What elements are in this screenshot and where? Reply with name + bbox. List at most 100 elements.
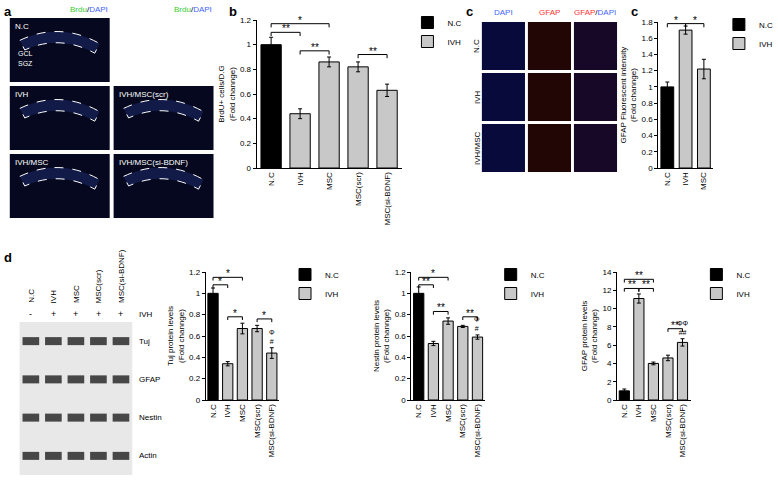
svg-text:N.C: N.C xyxy=(472,39,481,53)
svg-text:GCL: GCL xyxy=(18,50,33,57)
svg-text:Actin: Actin xyxy=(139,451,157,460)
svg-text:MSC: MSC xyxy=(325,172,334,190)
svg-text:c: c xyxy=(631,4,638,19)
svg-text:IVH: IVH xyxy=(681,172,690,186)
svg-text:BrdU+ cells/D.G(Fold channge): BrdU+ cells/D.G(Fold channge) xyxy=(217,65,236,123)
svg-text:+: + xyxy=(96,309,101,319)
svg-text:ΦΦ##: ΦΦ## xyxy=(677,320,689,336)
svg-text:N.C: N.C xyxy=(620,404,629,418)
svg-text:6: 6 xyxy=(607,341,612,350)
svg-text:IVH/MSC(si-BDNF): IVH/MSC(si-BDNF) xyxy=(119,158,188,167)
svg-text:N.C: N.C xyxy=(15,22,29,31)
svg-text:GFAP Fluorescent intensity(Fol: GFAP Fluorescent intensity(Fold channge) xyxy=(619,47,638,144)
svg-text:**: ** xyxy=(671,320,679,331)
svg-text:0: 0 xyxy=(196,396,201,405)
svg-text:GFAP protein levels(Fold chann: GFAP protein levels(Fold channge) xyxy=(580,301,599,372)
svg-text:Brdu/DAPI: Brdu/DAPI xyxy=(174,5,212,14)
svg-text:0.6: 0.6 xyxy=(395,332,407,341)
svg-text:0.8: 0.8 xyxy=(240,65,252,74)
svg-text:MSC(si-BDNF): MSC(si-BDNF) xyxy=(383,172,392,226)
svg-text:0.2: 0.2 xyxy=(395,374,407,383)
svg-text:MSC(scr): MSC(scr) xyxy=(458,404,467,438)
svg-text:0.2: 0.2 xyxy=(189,374,201,383)
svg-text:MSC: MSC xyxy=(699,172,708,190)
svg-text:N.C: N.C xyxy=(759,21,773,30)
svg-text:**: ** xyxy=(635,270,643,281)
svg-text:GFAP: GFAP xyxy=(539,8,560,17)
svg-text:N.C: N.C xyxy=(531,271,545,280)
svg-text:Nestin protein levels(Fold cha: Nestin protein levels(Fold channge) xyxy=(372,300,391,372)
svg-text:N.C: N.C xyxy=(27,289,36,303)
svg-text:**: ** xyxy=(282,23,290,34)
svg-text:0.8: 0.8 xyxy=(395,310,407,319)
svg-text:N.C: N.C xyxy=(414,404,423,418)
svg-text:Tuj: Tuj xyxy=(139,337,150,346)
svg-text:Brdu/DAPI: Brdu/DAPI xyxy=(70,5,108,14)
svg-text:SGZ: SGZ xyxy=(18,60,33,67)
svg-text:**: ** xyxy=(311,42,319,53)
svg-text:**: ** xyxy=(437,302,445,313)
svg-text:IVH: IVH xyxy=(296,172,305,186)
svg-text:0.6: 0.6 xyxy=(240,90,252,99)
svg-text:0.2: 0.2 xyxy=(641,148,653,157)
svg-text:0.6: 0.6 xyxy=(189,332,201,341)
svg-text:MSC(si-BDNF): MSC(si-BDNF) xyxy=(117,249,126,303)
svg-text:1.8: 1.8 xyxy=(641,18,653,27)
svg-text:*: * xyxy=(233,308,237,319)
svg-text:0: 0 xyxy=(607,396,612,405)
svg-text:N.C: N.C xyxy=(447,19,461,28)
svg-text:**: ** xyxy=(642,279,650,290)
svg-text:0: 0 xyxy=(247,164,252,173)
svg-text:IVH: IVH xyxy=(325,290,339,299)
svg-text:IVH: IVH xyxy=(447,38,461,47)
svg-text:N.C: N.C xyxy=(663,172,672,186)
svg-text:1.2: 1.2 xyxy=(189,268,201,277)
svg-text:*: * xyxy=(226,268,230,279)
svg-text:IVH: IVH xyxy=(531,290,545,299)
svg-text:**: ** xyxy=(628,279,636,290)
svg-text:IVH: IVH xyxy=(429,404,438,418)
svg-text:0.8: 0.8 xyxy=(641,99,653,108)
svg-text:1.2: 1.2 xyxy=(395,268,407,277)
svg-text:IVH: IVH xyxy=(759,40,773,49)
svg-text:IVH/MSC(scr): IVH/MSC(scr) xyxy=(119,90,169,99)
svg-text:DAPI: DAPI xyxy=(494,8,513,17)
svg-text:4: 4 xyxy=(607,359,612,368)
svg-text:0.6: 0.6 xyxy=(641,115,653,124)
svg-text:*: * xyxy=(262,310,266,321)
svg-text:IVH: IVH xyxy=(223,404,232,418)
svg-text:0.4: 0.4 xyxy=(395,353,407,362)
svg-text:0.8: 0.8 xyxy=(189,310,201,319)
svg-text:d: d xyxy=(4,250,12,265)
svg-text:0: 0 xyxy=(401,396,406,405)
svg-text:+: + xyxy=(118,309,123,319)
svg-text:14: 14 xyxy=(603,268,612,277)
svg-text:8: 8 xyxy=(607,323,612,332)
svg-text:1.2: 1.2 xyxy=(641,66,653,75)
svg-text:0.4: 0.4 xyxy=(641,131,653,140)
svg-text:MSC: MSC xyxy=(649,404,658,422)
svg-text:1.6: 1.6 xyxy=(641,34,653,43)
svg-text:a: a xyxy=(4,4,12,19)
svg-text:1.4: 1.4 xyxy=(641,50,653,59)
svg-text:MSC(si-BDNF): MSC(si-BDNF) xyxy=(267,404,276,458)
svg-text:MSC(scr): MSC(scr) xyxy=(94,269,103,303)
svg-text:MSC: MSC xyxy=(72,285,81,303)
svg-text:Nestin: Nestin xyxy=(139,413,162,422)
svg-text:0.4: 0.4 xyxy=(189,353,201,362)
svg-text:*: * xyxy=(431,268,435,279)
svg-text:Tuj protein levels(Fold channg: Tuj protein levels(Fold channge) xyxy=(166,306,185,366)
svg-text:IVH: IVH xyxy=(736,290,750,299)
svg-text:*: * xyxy=(674,15,678,26)
svg-text:c: c xyxy=(466,4,473,19)
svg-text:IVH/MSC: IVH/MSC xyxy=(15,158,49,167)
svg-text:*: * xyxy=(693,15,697,26)
svg-text:b: b xyxy=(229,4,237,19)
svg-text:IVH: IVH xyxy=(15,90,29,99)
svg-text:IVH/MSC: IVH/MSC xyxy=(473,131,482,165)
svg-text:0.2: 0.2 xyxy=(240,139,252,148)
svg-text:**: ** xyxy=(369,46,377,57)
svg-text:IVH: IVH xyxy=(634,404,643,418)
svg-text:0.4: 0.4 xyxy=(240,114,252,123)
svg-text:1: 1 xyxy=(247,40,252,49)
